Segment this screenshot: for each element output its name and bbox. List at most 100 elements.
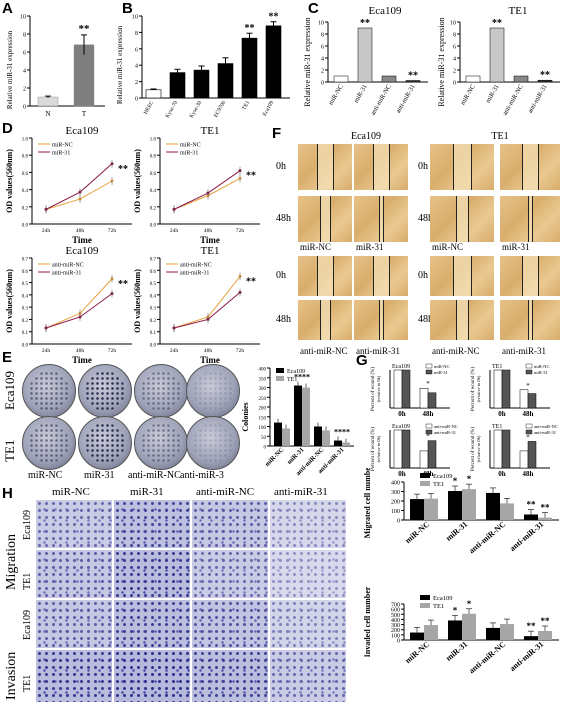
panel-h-star: * <box>467 474 472 484</box>
colony-dish <box>134 416 188 470</box>
panel-f-column-label-top: miR-31 <box>502 242 530 252</box>
panel-h-star: ** <box>541 503 551 513</box>
transwell-image <box>270 650 346 702</box>
panel-h-bar <box>524 514 538 520</box>
panel-d-legend-label: anti-miR-NC <box>180 263 212 269</box>
panel-b-xtick: Kyse-30 <box>189 100 204 119</box>
wound-healing-image <box>430 196 494 242</box>
panel-g-ylabel2: (relative to 0h) <box>376 375 381 402</box>
panel-g-legend-label: miR-NC <box>534 364 550 369</box>
panel-h-legend-swatch <box>420 473 430 478</box>
panel-c-bar <box>405 80 421 83</box>
transwell-image <box>114 550 190 598</box>
panel-e-bar <box>322 430 330 446</box>
panel-h-tick-label: 200 <box>391 500 400 506</box>
panel-c-xtick: anti-miR-NC <box>502 84 525 117</box>
wound-healing-image <box>430 144 494 190</box>
panel-c-tick-label: 6 <box>321 45 324 51</box>
panel-e-tick-label: 400 <box>259 368 267 373</box>
panel-d-tick-label: 0.4 <box>22 294 29 299</box>
wound-healing-image <box>354 196 408 242</box>
panel-g-legend-label: miR-31 <box>534 370 548 375</box>
panel-c-xtick: anti-miR-NC <box>370 84 393 117</box>
panel-g-title: TE1 <box>492 364 502 370</box>
panel-f-row-label: 0h <box>418 161 428 172</box>
panel-g-ylabel: Percent of wound (%) <box>471 367 476 411</box>
panel-label-g: G <box>356 352 368 369</box>
transwell-image <box>270 500 346 548</box>
panel-g-star: * <box>426 380 430 388</box>
colony-dish <box>22 364 76 418</box>
panel-c-star: ** <box>492 18 502 29</box>
colony-dish <box>22 416 76 470</box>
panel-g-bar <box>527 441 537 469</box>
panel-h-bar <box>500 503 514 520</box>
panel-d-tick-label: 1.0 <box>22 138 29 143</box>
panel-c-star: ** <box>360 18 370 29</box>
panel-c-ylabel-2: Relative miR-31 expression <box>437 17 446 106</box>
panel-e-column-label: anti-miR-3 <box>180 470 224 481</box>
panel-b-tick-label: 4 <box>135 64 138 70</box>
panel-label-f: F <box>272 125 282 142</box>
panel-g-star: * <box>526 382 530 390</box>
transwell-image <box>192 650 268 702</box>
panel-h-bar <box>410 499 424 520</box>
panel-e-bar <box>314 426 322 446</box>
panel-g-legend-label: anti-miR-NC <box>434 424 458 429</box>
panel-g-bar <box>493 369 503 409</box>
panel-e-bar <box>274 422 282 446</box>
panel-d-legend-label: anti-miR-31 <box>52 271 81 277</box>
panel-d-xlabel: Time <box>72 355 92 364</box>
panel-e-star: **** <box>334 428 350 437</box>
panel-g-xtick: 48h <box>523 410 534 418</box>
panel-h-legend-swatch <box>420 481 430 486</box>
panel-f-row-label: 0h <box>276 161 286 172</box>
transwell-image <box>36 600 112 648</box>
panel-d-tick-label: 0.5 <box>150 282 157 287</box>
panel-d-xtick: 24h <box>170 348 179 354</box>
panel-g-legend-swatch <box>525 429 533 435</box>
panel-h-tick-label: 400 <box>391 481 400 487</box>
panel-f-row-label: 48h <box>276 314 291 325</box>
panel-e-ylabel: Colonies <box>241 402 250 431</box>
panel-h-tick-label: 0 <box>397 519 400 525</box>
panel-f-row-label: 48h <box>418 213 433 224</box>
panel-g-ylabel2: (relative to 0h) <box>476 375 481 402</box>
panel-h-star: * <box>453 476 458 486</box>
panel-g-ylabel2: (relative to 0h) <box>376 435 381 462</box>
wound-healing-image <box>500 256 560 296</box>
panel-e-column-label: anti-miR-NC <box>128 470 181 481</box>
panel-e-row-label: TE1 <box>2 439 17 462</box>
panel-b-tick-label: 6 <box>135 47 138 53</box>
panel-h-star: ** <box>541 616 551 626</box>
panel-d-legend-label: miR-NC <box>180 143 201 149</box>
panel-g-bar <box>419 387 429 409</box>
panel-g-star: * <box>426 433 430 441</box>
panel-f-column-label-top: miR-NC <box>300 242 332 252</box>
panel-h-xtick: anti-miR-NC <box>467 519 507 555</box>
wound-healing-image <box>354 300 408 340</box>
colony-dish <box>186 364 240 418</box>
panel-h-column-label: anti-miR-NC <box>196 486 255 498</box>
panel-d-tick-label: 0.1 <box>150 331 157 336</box>
panel-h-xtick: anti-miR-31 <box>508 520 545 553</box>
panel-c-xtick: miR-NC <box>459 84 476 107</box>
panel-h-bar <box>410 632 424 640</box>
panel-h-ylabel: Invaded cell number <box>363 586 372 657</box>
transwell-image <box>36 500 112 548</box>
panel-h-star: ** <box>527 621 537 631</box>
panel-h-column-label: miR-NC <box>52 486 90 498</box>
panel-h-tick-label: 700 <box>391 603 400 609</box>
panel-d-tick-label: 0.8 <box>22 155 29 160</box>
panel-label-b: B <box>122 0 133 17</box>
panel-d-series-line <box>45 293 113 329</box>
wound-healing-image <box>354 256 408 296</box>
panel-b-xtick: HEEC <box>143 100 156 116</box>
panel-e-tick-label: 150 <box>259 416 267 421</box>
panel-g-bar <box>527 393 537 409</box>
panel-h-tick-label: 300 <box>391 490 400 496</box>
panel-g-bar <box>501 429 511 469</box>
panel-h-legend-label: Eca109 <box>433 595 453 602</box>
panel-b-bar <box>169 72 186 99</box>
